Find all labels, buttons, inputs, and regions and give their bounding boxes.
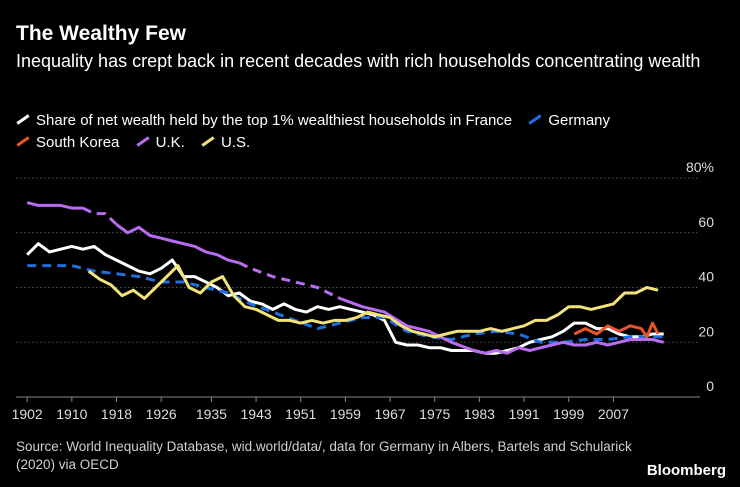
x-tick-label: 1959: [330, 406, 361, 422]
series-line-germany: [27, 264, 664, 344]
series-lines: [26, 201, 665, 355]
y-tick-label: 20: [698, 323, 714, 339]
y-axis: 0 20 40 60 80%: [686, 159, 714, 394]
legend-label-uk: U.K.: [155, 134, 185, 151]
gridlines: [16, 177, 700, 398]
legend-label-germany: Germany: [548, 112, 610, 129]
legend-item-france: Share of net wealth held by the top 1% w…: [16, 110, 512, 132]
legend: Share of net wealth held by the top 1% w…: [16, 110, 726, 154]
x-tick-label: 1999: [553, 406, 584, 422]
x-tick-label: 2007: [598, 406, 629, 422]
series-line-u-k-seg4: [339, 296, 665, 355]
x-tick-label: 1967: [375, 406, 406, 422]
chart-title: The Wealthy Few: [16, 22, 186, 45]
legend-item-us: U.S.: [201, 132, 250, 154]
x-tick-label: 1910: [56, 406, 87, 422]
bloomberg-logo: Bloomberg: [646, 462, 726, 479]
legend-item-uk: U.K.: [135, 132, 185, 154]
series-line-u-k-seg3: [238, 261, 341, 300]
y-tick-label: 80%: [686, 159, 714, 175]
x-tick-label: 1983: [464, 406, 495, 422]
y-tick-label: 0: [706, 378, 714, 394]
x-tick-label: 1902: [12, 406, 43, 422]
x-tick-label: 1951: [285, 406, 316, 422]
legend-label-us: U.S.: [220, 134, 251, 151]
x-axis: 1902 1910 1918 1926 1935 1943 1951 1959 1967 1975…: [12, 397, 629, 422]
legend-item-germany: Germany: [528, 110, 610, 132]
series-line-south-korea: [573, 321, 660, 339]
x-tick-label: 1926: [146, 406, 177, 422]
series-line-u-s: [87, 264, 659, 339]
source-note: Source: World Inequality Database, wid.w…: [16, 439, 632, 472]
x-tick-label: 1935: [196, 406, 227, 422]
x-tick-label: 1975: [419, 406, 450, 422]
x-tick-label: 1943: [241, 406, 272, 422]
chart-subtitle: Inequality has crept back in recent deca…: [16, 51, 701, 71]
x-tick-label: 1918: [101, 406, 132, 422]
series-line-u-k-seg2: [115, 223, 240, 265]
series-line-u-k-seg0: [26, 201, 83, 210]
legend-label-south-korea: South Korea: [36, 134, 120, 151]
legend-label-france: Share of net wealth held by the top 1% w…: [36, 112, 513, 129]
series-line-u-k-seg1: [82, 206, 118, 226]
x-tick-label: 1991: [509, 406, 540, 422]
y-tick-label: 40: [698, 269, 714, 285]
series-line-share-of-net-wealth-held-by-th: [26, 242, 664, 355]
y-tick-label: 60: [698, 214, 714, 230]
legend-item-south-korea: South Korea: [16, 132, 119, 154]
